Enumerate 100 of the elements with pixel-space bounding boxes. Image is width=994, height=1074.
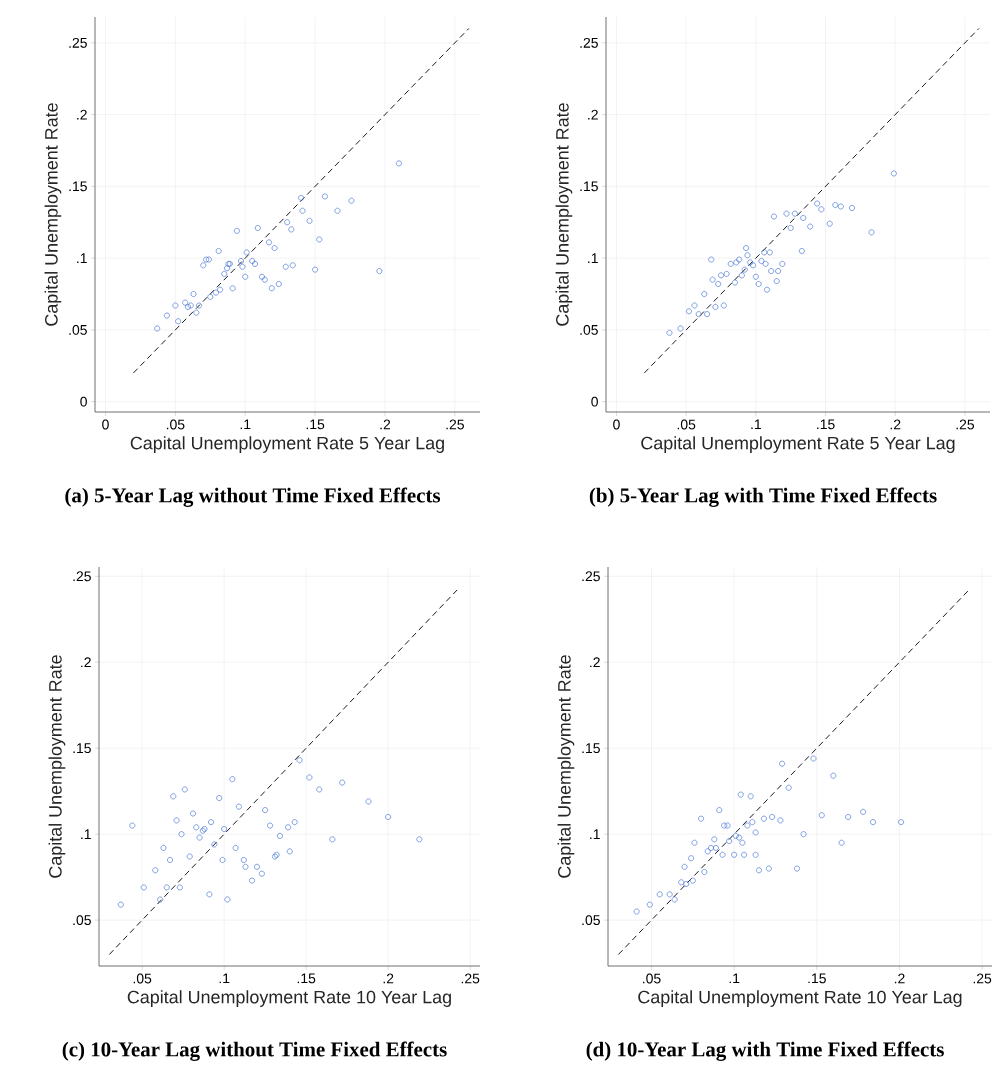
point [219,857,226,863]
x-axis-title: Capital Unemployment Rate 10 Year Lag [127,990,451,1007]
point [666,329,673,336]
text: (d) 10-Year Lag with Time Fixed Effects [586,1041,944,1061]
point [329,836,336,843]
y-axis-title: Capital Unemployment Rate [48,655,66,878]
point [190,291,197,297]
point [206,891,213,898]
point [334,207,341,214]
x-tick-label: 0 [102,419,109,430]
point [164,312,170,319]
x-tick-label: .25 [461,973,480,984]
y-tick-label: .2 [588,109,598,120]
point [766,249,773,256]
point [217,286,224,293]
point [798,248,805,254]
x-tick-label: .25 [446,419,464,430]
point [695,311,702,318]
point [666,891,673,898]
point [783,210,790,217]
point [737,791,744,798]
point [704,848,711,855]
y-tick-label: .2 [81,657,91,668]
point [711,836,718,843]
point [712,304,719,310]
point [738,272,745,279]
point [173,817,180,824]
x-tick-label: 0 [613,419,620,430]
point [761,249,768,256]
point [284,219,291,226]
point [791,210,798,217]
point [752,273,759,280]
y-tick-label: .05 [580,324,598,335]
point [785,784,792,791]
point [810,755,817,762]
point [291,819,298,826]
x-tick-label: .15 [808,973,826,984]
point [254,863,260,870]
point [212,289,219,296]
x-tick-label: .1 [219,973,230,984]
point [736,834,743,841]
point [633,908,640,915]
x-tick-label: .05 [166,419,185,430]
x-tick-label: .2 [894,973,905,984]
point [232,844,239,851]
point [736,256,743,263]
point [196,834,203,841]
point [800,831,807,838]
point [715,281,722,287]
point [242,273,249,280]
y-axis-title: Capital Unemployment Rate [557,655,575,878]
point [718,272,724,279]
point [868,229,875,236]
point [376,268,383,274]
y-tick-label: .1 [77,253,87,263]
point [849,204,855,211]
point [741,266,748,273]
point [296,757,303,764]
point [275,281,282,287]
point [733,259,740,266]
point [254,225,261,231]
point [229,776,236,783]
point [832,202,839,208]
point [306,774,313,781]
point [698,815,705,822]
point [208,819,214,826]
point [826,220,833,227]
point [744,822,751,829]
point [723,270,730,277]
point [688,855,695,862]
y-tick-label: 0 [80,396,87,407]
point [348,197,355,204]
point [765,865,772,872]
y-tick-label: .15 [580,181,598,192]
point [732,279,738,286]
point [713,844,719,851]
point [152,867,159,874]
text: (c) 10-Year Lag without Time Fixed Effects [62,1041,447,1061]
point [764,286,770,293]
point [339,779,346,786]
point [837,203,844,210]
point [747,793,754,800]
point [224,896,231,903]
text: (a) 5-Year Lag without Time Fixed Effects [65,487,441,507]
point [769,814,776,820]
point [259,273,265,280]
point [845,814,852,820]
point [288,226,295,233]
y-tick-label: .05 [582,915,600,926]
x-tick-label: .05 [643,973,661,984]
point [249,877,255,884]
point [752,829,759,836]
point [229,285,236,292]
y-tick-label: 0 [591,396,598,407]
point [768,268,775,274]
y-axis-title: Capital Unemployment Rate [555,103,573,326]
point [771,213,777,220]
x-tick-label: .15 [817,419,835,430]
point [385,814,392,820]
point [299,207,306,214]
